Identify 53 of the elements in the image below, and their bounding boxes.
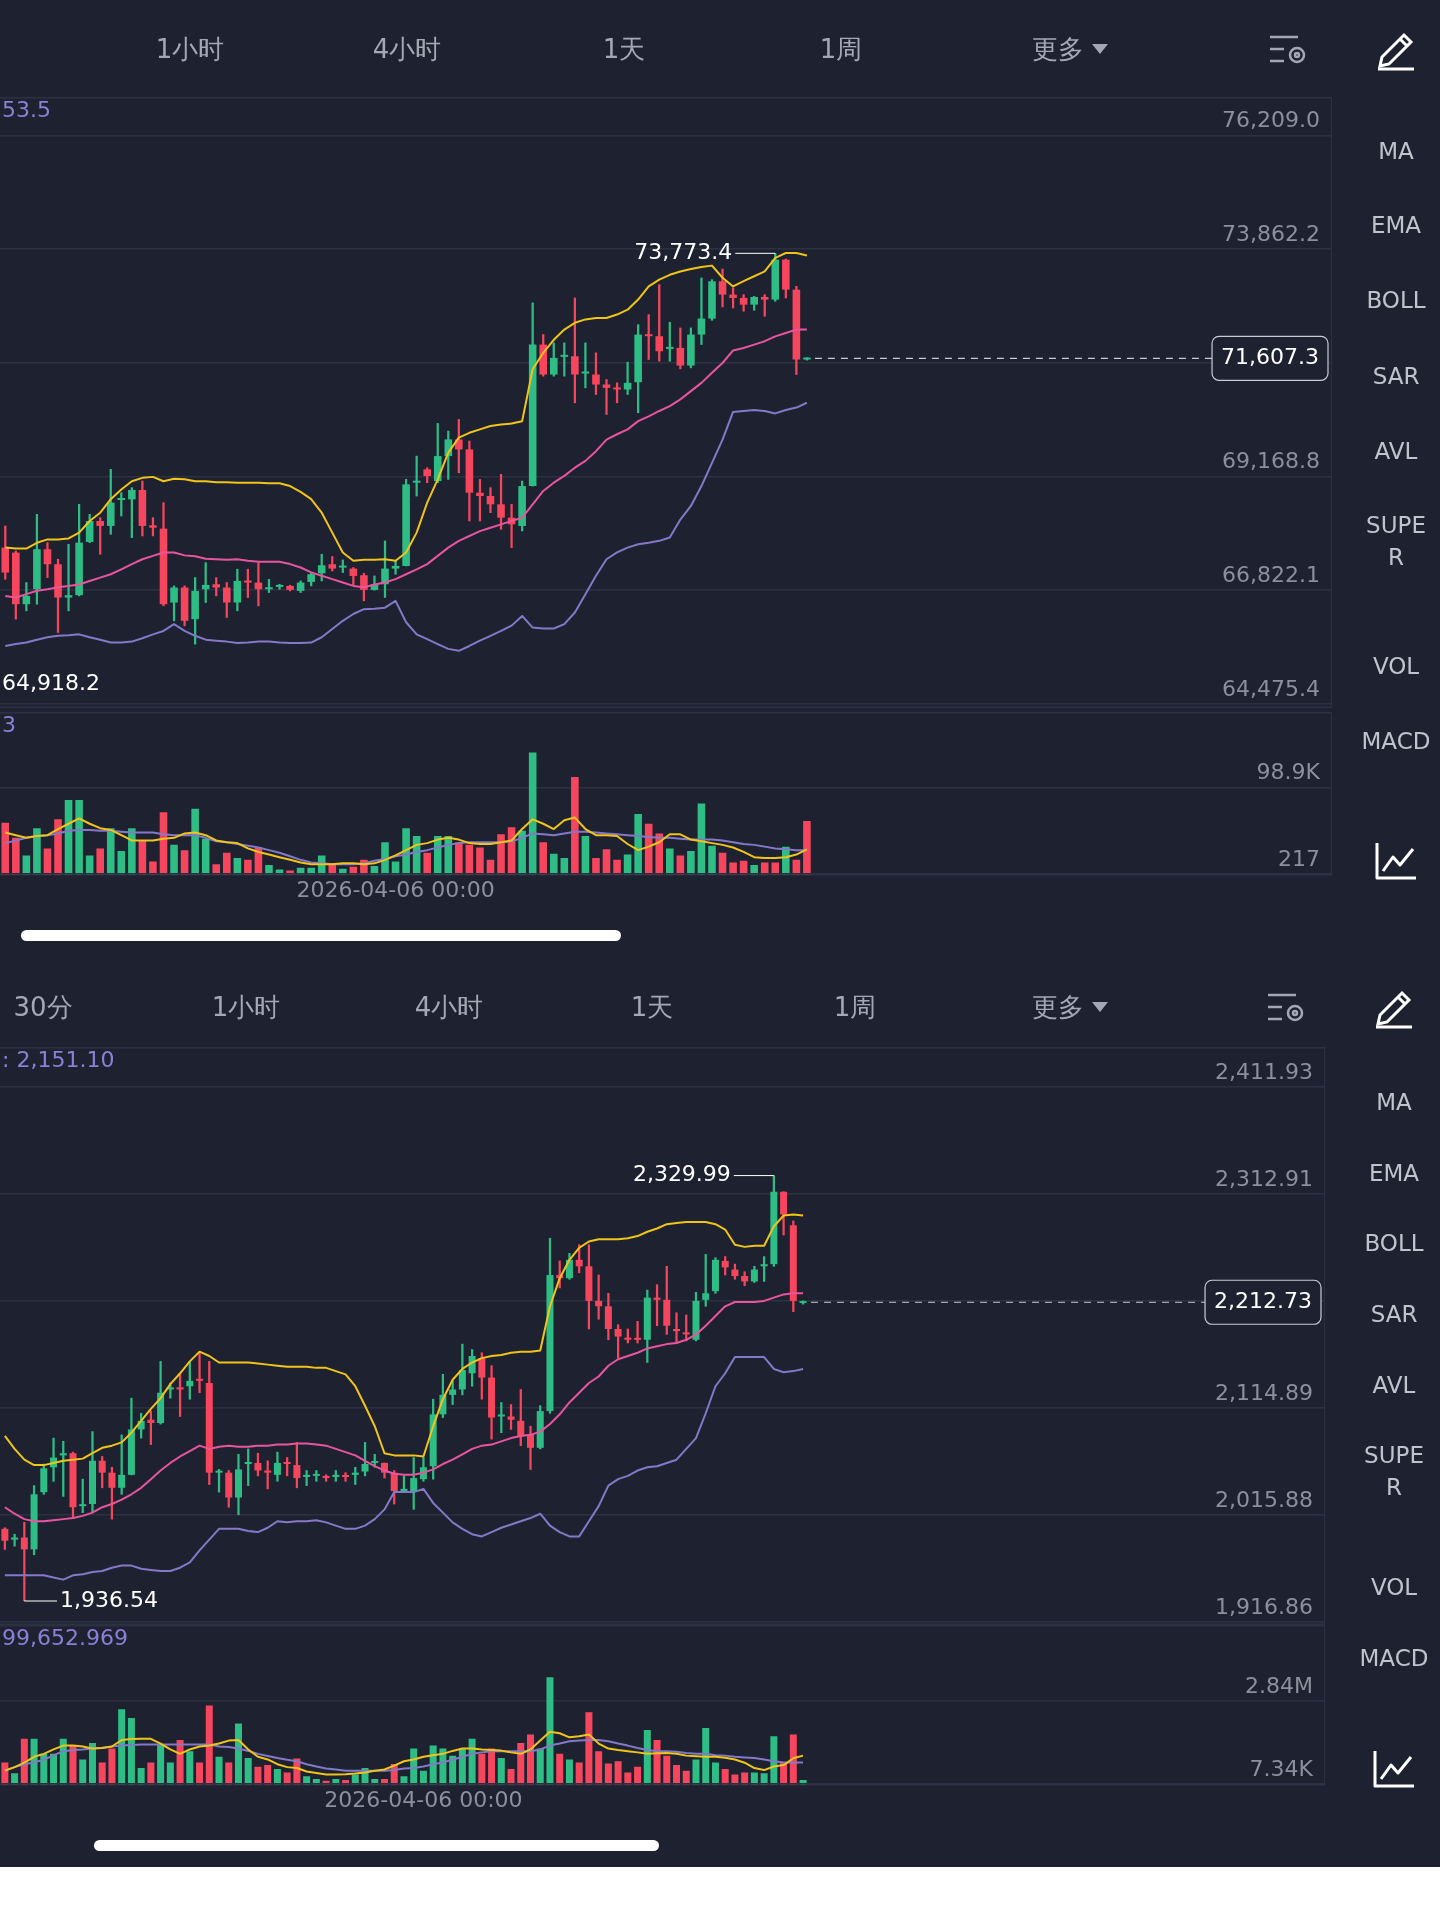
text: 4小时 — [371, 33, 443, 66]
y-tick-label: 2,114.89 — [1215, 1379, 1313, 1405]
y-tick-label: 2,411.93 — [1215, 1058, 1313, 1084]
y-tick-label: 64,475.4 — [1222, 675, 1320, 701]
text: 更多 — [1031, 991, 1085, 1024]
y-tick-label: 98.9K — [1256, 759, 1321, 785]
y-tick-label: 2.84M — [1245, 1672, 1313, 1698]
annotation: 99,652.969 — [2, 1624, 128, 1650]
text: SUPER — [1365, 511, 1427, 572]
text: 1周 — [832, 991, 878, 1024]
y-tick-label: 76,209.0 — [1222, 107, 1320, 133]
y-tick-label: 69,168.8 — [1222, 448, 1320, 474]
text: 1天 — [601, 33, 647, 66]
annotation: 1,936.54 — [60, 1586, 158, 1612]
text: SUPER — [1363, 1441, 1425, 1502]
text: MACD — [1361, 727, 1431, 756]
y-tick-label: 1,916.86 — [1215, 1593, 1313, 1619]
text: 30分 — [12, 991, 74, 1024]
y-tick-label: 66,822.1 — [1222, 561, 1320, 587]
text: 4小时 — [413, 991, 485, 1024]
annotation: 3 — [2, 711, 16, 737]
text: MA — [1376, 1088, 1412, 1117]
text: EMA — [1368, 1159, 1420, 1188]
text: SAR — [1372, 362, 1420, 391]
x-tick-label: 2026-04-06 00:00 — [296, 876, 495, 902]
annotation: 73,773.4 — [634, 239, 733, 265]
text: MACD — [1359, 1644, 1429, 1673]
text: 1周 — [818, 33, 864, 66]
text: AVL — [1374, 437, 1418, 466]
text: MA — [1378, 137, 1414, 166]
text: BOLL — [1366, 286, 1426, 315]
y-tick-label: 73,862.2 — [1222, 220, 1320, 246]
text: 1天 — [629, 991, 675, 1024]
text: EMA — [1370, 211, 1422, 240]
ref-line-label: 2,212.73 — [1214, 1287, 1312, 1313]
y-tick-label: 2,015.88 — [1215, 1486, 1313, 1512]
text: 更多 — [1031, 33, 1085, 66]
text: AVL — [1372, 1371, 1416, 1400]
y-tick-label: 7.34K — [1249, 1756, 1314, 1782]
text: VOL — [1370, 1573, 1418, 1602]
ref-line-label: 71,607.3 — [1221, 344, 1319, 370]
text: SAR — [1370, 1300, 1418, 1329]
annotation: 53.5 — [2, 96, 51, 122]
text: 1小时 — [210, 991, 282, 1024]
text: VOL — [1372, 652, 1420, 681]
annotation: : 2,151.10 — [2, 1046, 115, 1072]
annotation: 64,918.2 — [2, 669, 100, 695]
y-tick-label: 217 — [1278, 846, 1320, 872]
x-tick-label: 2026-04-06 00:00 — [324, 1786, 523, 1812]
text: 1小时 — [154, 33, 226, 66]
text: BOLL — [1364, 1229, 1424, 1258]
annotation: 2,329.99 — [632, 1161, 731, 1187]
y-tick-label: 2,312.91 — [1215, 1165, 1313, 1191]
